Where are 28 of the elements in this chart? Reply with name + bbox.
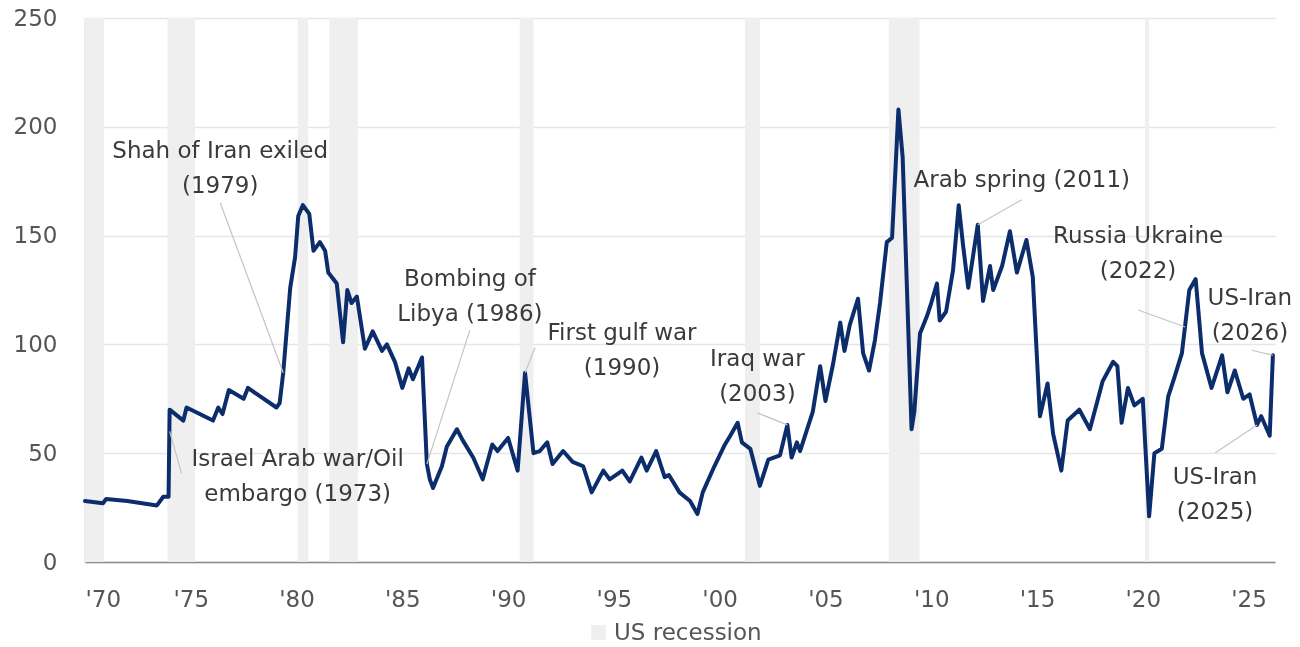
- x-tick-label: '00: [702, 585, 738, 612]
- annotation: US-Iran (2026): [1207, 283, 1293, 345]
- annotation: Russia Ukraine (2022): [1053, 222, 1224, 284]
- y-tick-label: 150: [13, 222, 58, 249]
- y-tick-label: 50: [28, 439, 58, 466]
- annotation: First gulf war (1990): [547, 319, 698, 381]
- y-tick-label: 100: [13, 330, 58, 357]
- x-tick-label: '80: [279, 585, 315, 612]
- legend-label: US recession: [614, 618, 762, 645]
- x-tick-label: '85: [385, 585, 421, 612]
- y-tick-label: 0: [42, 548, 58, 575]
- x-tick-label: '05: [808, 585, 844, 612]
- annotation: US-Iran (2025): [1172, 463, 1258, 525]
- annotation: Bombing of Libya (1986): [397, 264, 543, 326]
- x-tick-label: '20: [1125, 585, 1162, 612]
- annotation: Arab spring (2011): [913, 165, 1131, 192]
- annotation: Shah of Iran exiled (1979): [112, 137, 329, 199]
- x-tick-label: '25: [1231, 585, 1267, 612]
- x-tick-label: '10: [913, 585, 950, 612]
- x-tick-label: '75: [173, 585, 210, 612]
- x-tick-label: '90: [490, 585, 527, 612]
- y-tick-label: 250: [13, 4, 58, 31]
- x-tick-label: '95: [596, 585, 633, 612]
- y-tick-label: 200: [13, 113, 58, 140]
- annotation: Iraq war (2003): [710, 345, 806, 407]
- x-tick-label: '70: [85, 585, 122, 612]
- annotation: Israel Arab war/Oil embargo (1973): [191, 444, 404, 506]
- x-tick-label: '15: [1019, 585, 1056, 612]
